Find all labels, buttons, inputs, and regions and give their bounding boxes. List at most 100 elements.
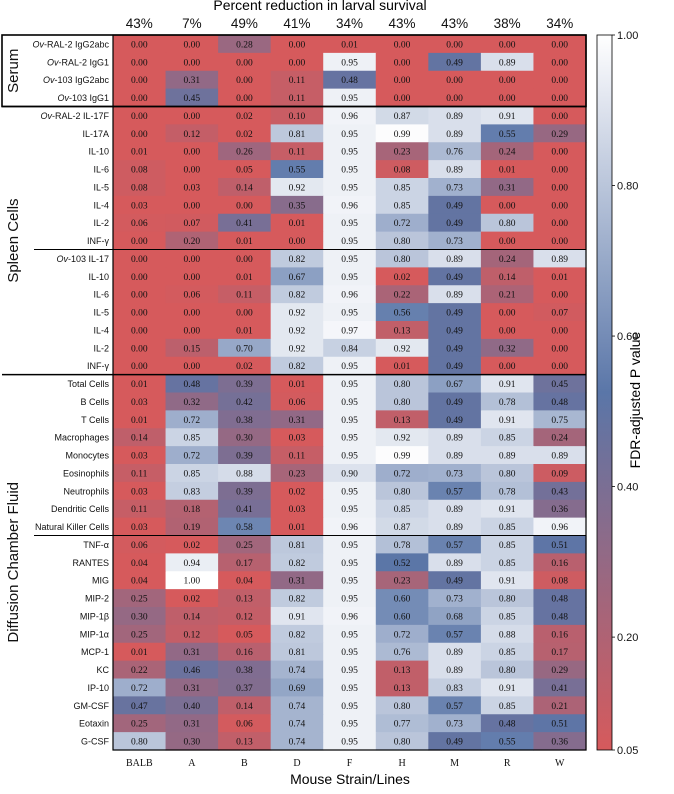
heatmap-cell [270,213,324,233]
cell-value-label: 0.02 [236,362,253,372]
row-label-text: Dendritic Cells [51,504,110,514]
cell-value-label: 0.89 [446,559,463,569]
heatmap-cell [113,374,167,394]
heatmap-cell [428,660,482,680]
cell-value-label: 0.89 [446,112,463,122]
cell-value-label: 0.00 [499,76,516,86]
heatmap-cell [480,678,535,697]
heatmap-cell [533,714,587,733]
heatmap-cell [165,464,219,483]
row-label-text: -RAL-2 IL-17F [52,111,110,121]
cell-value-label: 0.00 [184,201,201,211]
cell-value-label: 0.91 [499,112,516,122]
heatmap-cell [165,428,219,447]
row-label-text: B Cells [80,397,109,407]
cell-value-label: 0.40 [184,702,201,712]
cell-value-label: 0.80 [394,380,411,390]
heatmap-cell [113,642,167,662]
heatmap-cell [323,607,377,626]
cell-value-label: 0.38 [236,666,253,676]
heatmap-cell [428,392,482,411]
heatmap-cell [323,481,377,501]
heatmap-cell [165,267,219,286]
row-label: INF-γ [87,236,109,246]
cell-value-label: 0.69 [289,684,306,694]
cell-value-label: 0.00 [551,291,568,301]
heatmap-cell [428,642,482,662]
heatmap-cell [323,356,377,376]
heatmap-cell [533,231,587,251]
cell-value-label: 0.74 [289,738,306,748]
heatmap-cell [533,321,587,340]
heatmap-cell [375,124,429,143]
cell-value-label: 0.31 [184,720,201,730]
heatmap-cell [533,517,587,537]
cell-value-label: 0.06 [184,291,201,301]
cell-value-label: 0.06 [131,541,148,551]
cell-value-label: 0.00 [184,148,201,158]
heatmap-cell [323,392,377,411]
cell-value-label: 0.95 [341,666,358,676]
cell-value-label: 0.96 [341,291,358,301]
heatmap-cell [218,285,272,304]
heatmap-cell [428,356,482,376]
heatmap-cell [533,106,587,125]
cell-value-label: 0.45 [184,94,201,104]
cell-value-label: 0.01 [131,648,148,658]
cell-value-label: 0.07 [551,309,568,319]
cell-value-label: 0.25 [131,595,148,605]
heatmap-cell [480,481,535,501]
heatmap-cell [323,571,377,590]
heatmap-cell [533,338,587,358]
cell-value-label: 0.08 [394,166,411,176]
colorbar-label: FDR-adjusted P value [627,331,643,468]
cell-value-label: 0.00 [499,201,516,211]
heatmap-cell [218,571,272,590]
heatmap-cell [165,106,219,125]
row-label-text: -RAL-2 IgG2abc [44,39,110,49]
cell-value-label: 0.87 [394,112,411,122]
heatmap-cell [375,517,429,537]
heatmap-cell [533,464,587,483]
row-label-text: -RAL-2 IgG1 [58,57,109,67]
heatmap-cell [323,714,377,733]
cell-value-label: 0.01 [394,362,411,372]
heatmap-cell [480,356,535,376]
heatmap-cell [480,213,535,233]
heatmap-cell [113,267,167,286]
cell-value-label: 0.13 [236,738,253,748]
row-label-text: Eosinophils [63,468,110,478]
cell-value-label: 0.14 [236,183,253,193]
cell-value-label: 0.36 [551,738,568,748]
column-label: M [450,758,459,769]
heatmap-cell [165,499,219,519]
row-label: T Cells [81,415,109,425]
heatmap-cell [218,428,272,447]
cell-value-label: 0.67 [446,380,463,390]
heatmap-cell [165,356,219,376]
heatmap-cell [218,178,272,197]
row-label-text: T Cells [81,415,109,425]
cell-value-label: 0.30 [131,612,148,622]
row-label-prefix: Ov [43,75,55,85]
heatmap-cell [375,607,429,626]
cell-value-label: 0.95 [341,541,358,551]
cell-value-label: 0.49 [446,58,463,68]
cell-value-label: 0.01 [289,219,306,229]
cell-value-label: 0.14 [236,702,253,712]
cell-value-label: 0.82 [289,559,306,569]
heatmap-cell [323,660,377,680]
cell-value-label: 0.05 [236,166,253,176]
cell-value-label: 0.12 [184,130,201,140]
cell-value-label: 0.35 [289,201,306,211]
heatmap-cell [218,607,272,626]
group-label: Serum [5,49,22,93]
cell-value-label: 0.80 [394,487,411,497]
cell-value-label: 0.39 [236,487,253,497]
heatmap-cell [323,678,377,697]
row-label: Ov-RAL-2 IgG1 [47,57,109,67]
heatmap-cell [218,88,272,108]
heatmap-cell [113,499,167,519]
row-label-text: MCP-1 [81,647,109,657]
heatmap-cell [533,70,587,90]
